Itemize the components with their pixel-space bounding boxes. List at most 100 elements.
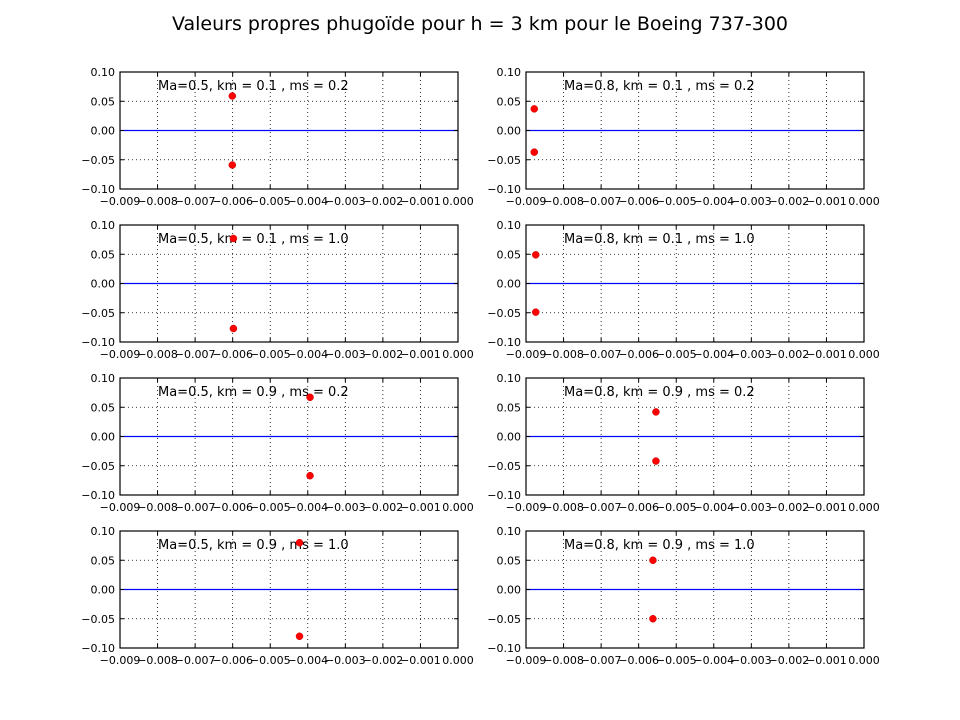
y-tick-label: 0.05 bbox=[91, 401, 116, 414]
eigenvalue-point bbox=[295, 538, 304, 547]
eigenvalue-point bbox=[306, 393, 314, 402]
eigenvalue-point bbox=[530, 148, 539, 156]
x-tick-label: −0.006 bbox=[212, 195, 253, 208]
x-tick-label: −0.001 bbox=[806, 195, 847, 208]
y-tick-label: −0.05 bbox=[81, 154, 115, 167]
x-tick-label: −0.003 bbox=[731, 195, 772, 208]
x-tick-label: −0.004 bbox=[693, 654, 734, 667]
x-tick-label: −0.004 bbox=[287, 348, 328, 361]
x-tick-label: −0.009 bbox=[506, 195, 547, 208]
y-tick-label: 0.05 bbox=[497, 401, 522, 414]
y-tick-label: 0.10 bbox=[91, 66, 116, 79]
x-tick-label: −0.008 bbox=[543, 195, 584, 208]
x-tick-label: −0.005 bbox=[250, 195, 291, 208]
x-tick-label: −0.007 bbox=[581, 348, 622, 361]
y-tick-label: 0.00 bbox=[497, 125, 522, 138]
x-tick-label: 0.000 bbox=[442, 348, 474, 361]
x-tick-label: −0.004 bbox=[693, 348, 734, 361]
subplot-2: −0.009−0.008−0.007−0.006−0.005−0.004−0.0… bbox=[487, 66, 879, 208]
axes-frame bbox=[119, 71, 459, 190]
x-tick-label: −0.007 bbox=[175, 348, 216, 361]
axes-frame bbox=[525, 71, 865, 190]
y-tick-label: 0.10 bbox=[91, 525, 116, 538]
subplot-4: −0.009−0.008−0.007−0.006−0.005−0.004−0.0… bbox=[487, 219, 879, 361]
x-tick-label: −0.006 bbox=[618, 654, 659, 667]
panel-annotation: Ma=0.5, km = 0.1 , ms = 1.0 bbox=[158, 232, 349, 247]
subplot-1: −0.009−0.008−0.007−0.006−0.005−0.004−0.0… bbox=[81, 66, 473, 208]
axes-frame bbox=[119, 530, 459, 649]
x-tick-label: −0.005 bbox=[250, 501, 291, 514]
y-tick-label: 0.05 bbox=[497, 248, 522, 261]
x-tick-label: −0.007 bbox=[175, 195, 216, 208]
x-tick-label: −0.001 bbox=[806, 501, 847, 514]
y-tick-label: −0.10 bbox=[487, 489, 521, 502]
x-tick-label: −0.001 bbox=[400, 348, 441, 361]
x-tick-label: −0.002 bbox=[363, 348, 404, 361]
subplot-7: −0.009−0.008−0.007−0.006−0.005−0.004−0.0… bbox=[81, 525, 473, 667]
x-tick-label: −0.002 bbox=[363, 195, 404, 208]
eigenvalue-point bbox=[652, 408, 660, 416]
x-tick-label: −0.009 bbox=[506, 501, 547, 514]
x-tick-label: 0.000 bbox=[848, 654, 880, 667]
eigenvalue-point bbox=[532, 308, 540, 316]
x-tick-label: −0.007 bbox=[581, 195, 622, 208]
figure-title: Valeurs propres phugoïde pour h = 3 km p… bbox=[172, 13, 788, 35]
y-tick-label: 0.05 bbox=[497, 554, 522, 567]
x-tick-label: −0.009 bbox=[506, 654, 547, 667]
subplot-8: −0.009−0.008−0.007−0.006−0.005−0.004−0.0… bbox=[487, 525, 879, 667]
x-tick-label: −0.001 bbox=[400, 501, 441, 514]
x-tick-label: −0.003 bbox=[731, 348, 772, 361]
axes-frame bbox=[119, 377, 459, 496]
y-tick-label: −0.05 bbox=[487, 154, 521, 167]
x-tick-label: −0.008 bbox=[137, 195, 178, 208]
y-tick-label: −0.05 bbox=[81, 613, 115, 626]
y-tick-label: 0.05 bbox=[91, 248, 116, 261]
y-tick-label: 0.00 bbox=[497, 278, 522, 291]
x-tick-label: −0.006 bbox=[212, 501, 253, 514]
eigenvalue-point bbox=[306, 471, 314, 480]
x-tick-label: −0.002 bbox=[769, 654, 810, 667]
axes-frame bbox=[525, 377, 865, 496]
x-tick-label: −0.004 bbox=[287, 654, 328, 667]
subplot-3: −0.009−0.008−0.007−0.006−0.005−0.004−0.0… bbox=[81, 219, 473, 361]
x-tick-label: 0.000 bbox=[848, 348, 880, 361]
eigenvalue-point bbox=[228, 161, 237, 169]
x-tick-label: −0.007 bbox=[581, 654, 622, 667]
y-tick-label: 0.10 bbox=[497, 525, 522, 538]
y-tick-label: −0.10 bbox=[81, 336, 115, 349]
x-tick-label: −0.002 bbox=[769, 195, 810, 208]
axes-frame bbox=[119, 224, 459, 343]
x-tick-label: −0.003 bbox=[325, 654, 366, 667]
panel-annotation: Ma=0.8, km = 0.9 , ms = 1.0 bbox=[564, 538, 755, 553]
y-tick-label: 0.00 bbox=[91, 431, 116, 444]
x-tick-label: −0.003 bbox=[325, 195, 366, 208]
x-tick-label: −0.009 bbox=[100, 195, 141, 208]
y-tick-label: 0.00 bbox=[91, 584, 116, 597]
y-tick-label: 0.05 bbox=[497, 95, 522, 108]
axes-frame bbox=[525, 224, 865, 343]
x-tick-label: −0.009 bbox=[100, 501, 141, 514]
eigenvalue-point bbox=[530, 105, 539, 113]
y-tick-label: 0.05 bbox=[91, 554, 116, 567]
y-tick-label: −0.10 bbox=[487, 642, 521, 655]
x-tick-label: −0.005 bbox=[250, 654, 291, 667]
y-tick-label: −0.10 bbox=[81, 489, 115, 502]
x-tick-label: −0.008 bbox=[543, 348, 584, 361]
panel-annotation: Ma=0.8, km = 0.1 , ms = 0.2 bbox=[564, 79, 755, 94]
x-tick-label: −0.006 bbox=[618, 195, 659, 208]
panel-annotation: Ma=0.8, km = 0.9 , ms = 0.2 bbox=[564, 385, 755, 400]
x-tick-label: 0.000 bbox=[848, 195, 880, 208]
y-tick-label: 0.00 bbox=[91, 278, 116, 291]
subplot-5: −0.009−0.008−0.007−0.006−0.005−0.004−0.0… bbox=[81, 372, 473, 514]
eigenvalue-point bbox=[229, 324, 238, 333]
x-tick-label: 0.000 bbox=[848, 501, 880, 514]
x-tick-label: −0.008 bbox=[543, 501, 584, 514]
x-tick-label: −0.009 bbox=[100, 654, 141, 667]
x-tick-label: 0.000 bbox=[442, 195, 474, 208]
eigenvalue-point bbox=[649, 556, 657, 564]
y-tick-label: −0.10 bbox=[81, 642, 115, 655]
y-tick-label: 0.10 bbox=[497, 219, 522, 232]
x-tick-label: −0.001 bbox=[806, 654, 847, 667]
x-tick-label: −0.008 bbox=[543, 654, 584, 667]
